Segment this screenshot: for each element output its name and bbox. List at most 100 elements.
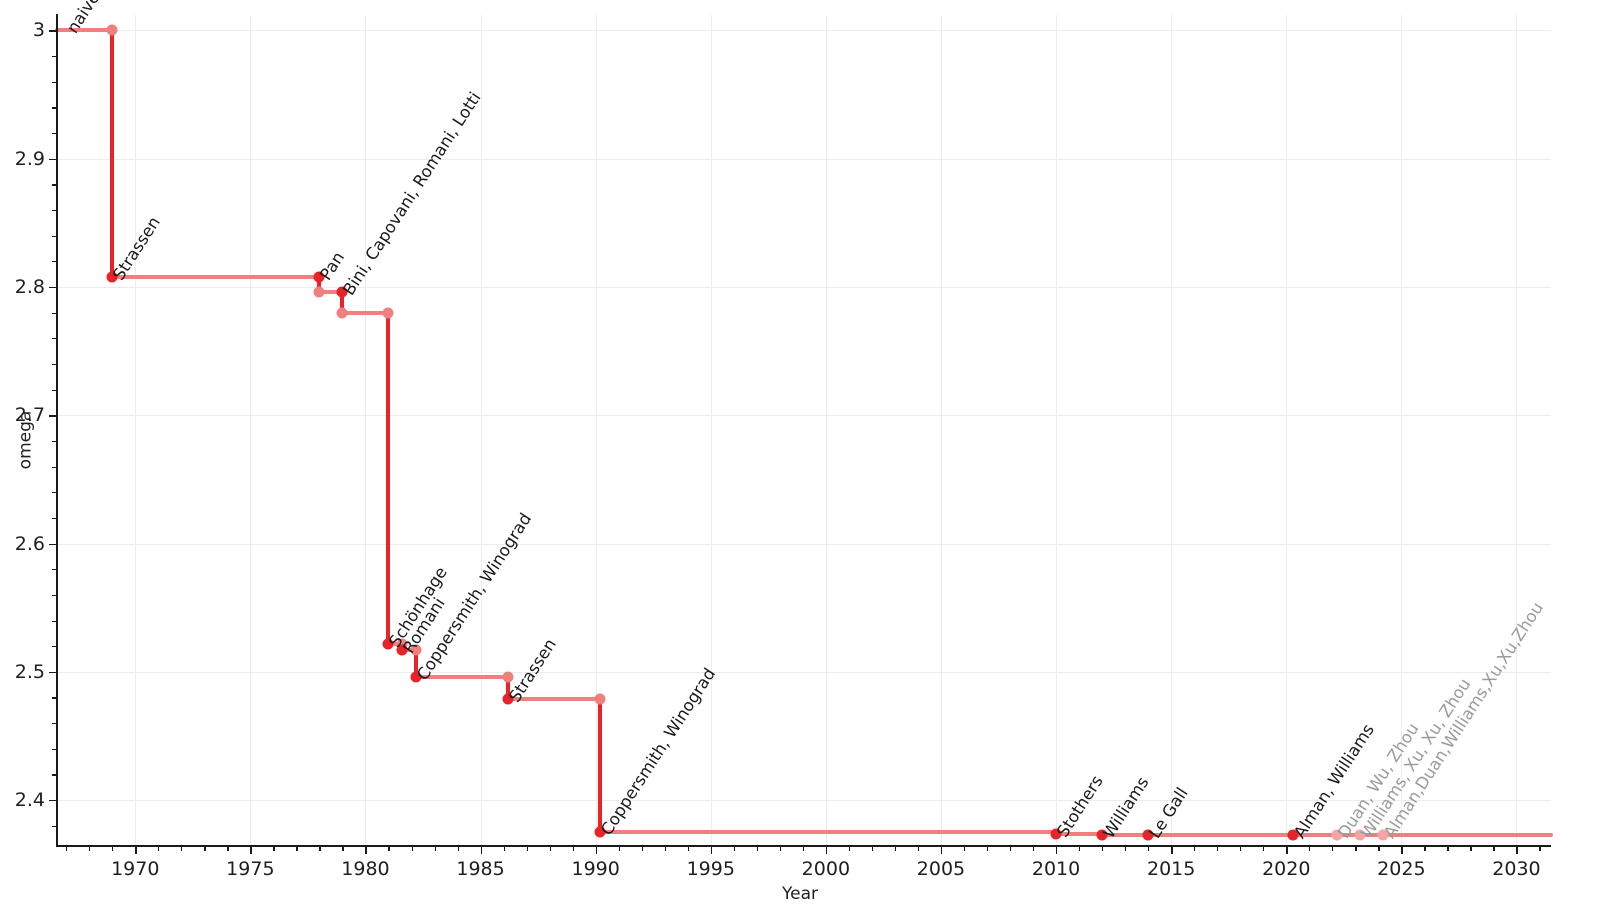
data-point-marker[interactable] bbox=[1287, 829, 1299, 841]
x-tick-minor bbox=[1309, 846, 1311, 851]
y-tick-label: 2.5 bbox=[14, 660, 45, 683]
data-point-marker[interactable] bbox=[1377, 829, 1389, 841]
data-point-marker[interactable] bbox=[1354, 829, 1366, 841]
y-tick-minor bbox=[52, 312, 57, 314]
data-point-marker[interactable] bbox=[410, 671, 422, 683]
data-point-marker[interactable] bbox=[594, 826, 606, 838]
data-point-marker[interactable] bbox=[336, 307, 348, 319]
x-tick-label: 1985 bbox=[456, 858, 505, 880]
x-tick-minor bbox=[457, 846, 459, 851]
gridline-horizontal bbox=[57, 30, 1551, 32]
series-segment-horizontal bbox=[317, 290, 345, 295]
series-segment-vertical bbox=[110, 28, 115, 280]
gridline-vertical bbox=[1056, 15, 1058, 845]
y-tick-major bbox=[49, 415, 57, 417]
x-tick-minor bbox=[1447, 846, 1449, 851]
series-segment-horizontal bbox=[400, 648, 419, 652]
series-segment-horizontal bbox=[1100, 832, 1151, 837]
series-segment-horizontal bbox=[506, 696, 603, 701]
gridline-horizontal bbox=[57, 158, 1551, 160]
data-point-marker[interactable] bbox=[382, 307, 394, 319]
data-point-marker[interactable] bbox=[313, 286, 325, 298]
x-tick-major bbox=[1401, 846, 1403, 854]
x-tick-minor bbox=[1102, 846, 1104, 851]
data-point-marker[interactable] bbox=[594, 693, 606, 705]
x-tick-label: 2000 bbox=[801, 858, 851, 880]
data-point-marker[interactable] bbox=[382, 638, 394, 650]
x-tick-minor bbox=[66, 846, 68, 851]
gridline-vertical bbox=[940, 15, 942, 845]
gridline-horizontal bbox=[57, 800, 1551, 802]
y-tick-label: 2.9 bbox=[14, 147, 45, 170]
x-tick-major bbox=[480, 846, 482, 854]
y-tick-minor bbox=[52, 338, 57, 340]
plot-area: naive Strassen Pan Bini, Capovani, Romani, … bbox=[55, 0, 1553, 845]
y-tick-minor bbox=[52, 133, 57, 135]
y-tick-major bbox=[49, 286, 57, 289]
data-point-marker[interactable] bbox=[106, 24, 118, 36]
data-point-marker[interactable] bbox=[410, 644, 422, 656]
x-tick-minor bbox=[319, 846, 321, 851]
x-tick-minor bbox=[549, 846, 551, 851]
x-tick-minor bbox=[1424, 846, 1426, 851]
x-tick-minor bbox=[572, 846, 574, 851]
data-point-marker[interactable] bbox=[1050, 828, 1062, 840]
x-tick-minor bbox=[1125, 846, 1127, 851]
gridline-horizontal bbox=[57, 543, 1551, 545]
data-point-marker[interactable] bbox=[106, 271, 118, 283]
y-tick-minor bbox=[52, 569, 57, 571]
gridline-vertical bbox=[250, 15, 252, 845]
x-tick-minor bbox=[1355, 846, 1357, 851]
y-tick-minor bbox=[52, 825, 57, 827]
y-tick-minor bbox=[52, 209, 57, 212]
y-tick-minor bbox=[52, 56, 57, 58]
gridline-horizontal bbox=[57, 671, 1551, 673]
gridline-vertical bbox=[480, 15, 482, 845]
data-point-marker[interactable] bbox=[396, 644, 408, 656]
x-tick-minor bbox=[618, 846, 620, 851]
x-tick-minor bbox=[434, 846, 436, 851]
x-tick-major bbox=[1286, 846, 1288, 854]
x-tick-minor bbox=[1332, 846, 1334, 851]
y-tick-minor bbox=[52, 440, 57, 443]
x-tick-major bbox=[710, 846, 713, 854]
data-point-marker[interactable] bbox=[396, 638, 408, 650]
x-tick-major bbox=[1056, 846, 1058, 854]
y-tick-minor bbox=[52, 389, 57, 391]
series-segment-horizontal bbox=[110, 275, 322, 280]
gridline-vertical bbox=[1516, 15, 1518, 845]
x-tick-minor bbox=[664, 846, 666, 851]
series-segment-vertical bbox=[340, 290, 345, 315]
data-point-label: Strassen bbox=[505, 634, 561, 706]
x-tick-minor bbox=[181, 846, 183, 851]
y-tick-label: 2.6 bbox=[14, 532, 45, 555]
data-point-marker[interactable] bbox=[313, 271, 325, 283]
x-tick-minor bbox=[342, 846, 344, 851]
data-point-marker[interactable] bbox=[1096, 829, 1108, 841]
y-tick-major bbox=[49, 158, 57, 161]
series-segment-vertical bbox=[506, 674, 511, 701]
data-point-marker[interactable] bbox=[336, 286, 348, 298]
x-axis-spine bbox=[56, 845, 1551, 847]
gridline-vertical bbox=[825, 15, 827, 845]
x-tick-minor bbox=[871, 846, 874, 851]
series-segment-vertical bbox=[317, 275, 322, 295]
x-tick-major bbox=[1171, 846, 1173, 854]
y-tick-minor bbox=[52, 363, 57, 366]
y-tick-label: 2.4 bbox=[14, 789, 45, 812]
y-tick-minor bbox=[52, 646, 57, 648]
data-point-marker[interactable] bbox=[502, 693, 514, 705]
x-tick-label: 2010 bbox=[1031, 858, 1081, 880]
x-tick-label: 1975 bbox=[226, 858, 275, 880]
data-point-marker[interactable] bbox=[502, 671, 514, 683]
data-point-marker[interactable] bbox=[1142, 829, 1154, 841]
y-tick-label: 2.7 bbox=[14, 404, 45, 427]
x-axis-label: Year bbox=[782, 884, 818, 904]
x-tick-major bbox=[940, 846, 943, 854]
data-point-marker[interactable] bbox=[1331, 829, 1343, 841]
x-tick-minor bbox=[388, 846, 390, 851]
series-segment-vertical bbox=[598, 696, 603, 834]
gridline-vertical bbox=[135, 15, 137, 845]
series-segment-horizontal bbox=[1054, 831, 1105, 836]
y-tick-minor bbox=[52, 723, 57, 725]
